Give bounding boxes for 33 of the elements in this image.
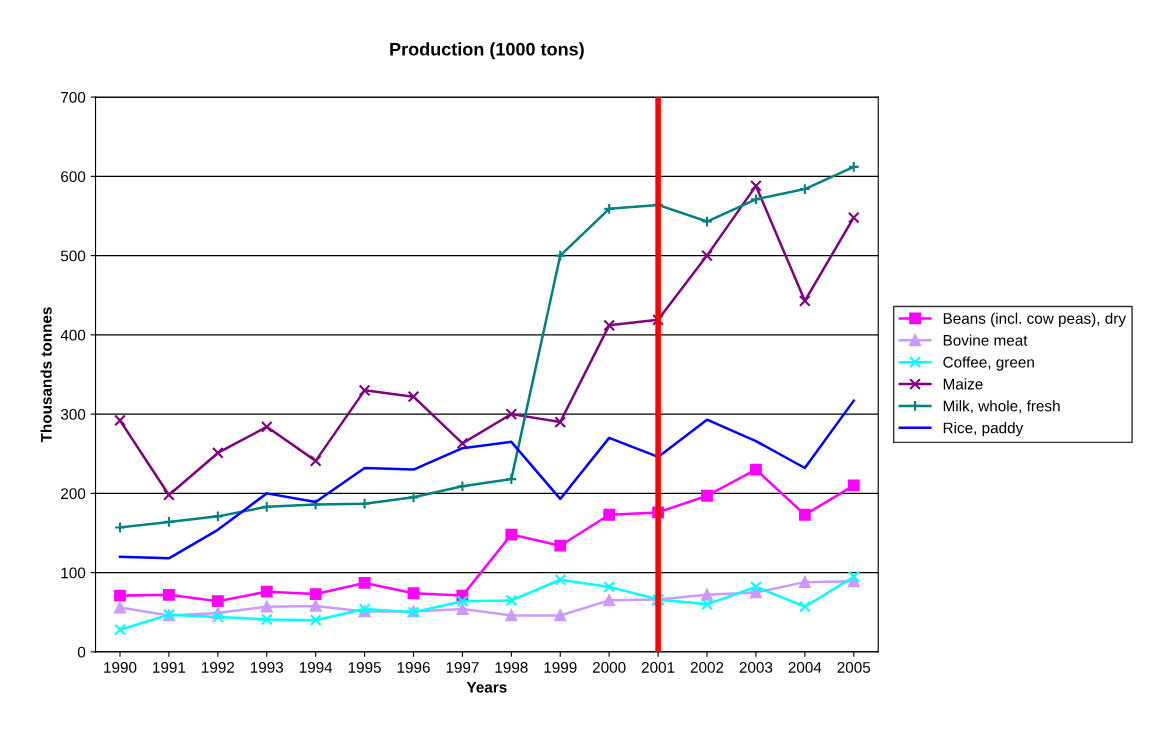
x-tick-label: 1991: [153, 662, 186, 673]
chart-title: Production (1000 tons): [390, 42, 584, 60]
y-axis-title: Thousands tonnes: [40, 307, 52, 443]
x-tick-label: 2002: [690, 662, 724, 673]
y-tick-label: 400: [60, 329, 86, 341]
x-tick-label: 2003: [739, 662, 773, 673]
y-tick-label: 500: [60, 250, 86, 262]
y-tick-label: 0: [77, 646, 86, 658]
x-tick-label: 2001: [641, 662, 675, 673]
legend-label: Beans (incl. cow peas), dry: [943, 312, 1126, 327]
y-tick-label: 100: [61, 567, 86, 579]
x-tick-label: 1993: [250, 662, 284, 673]
x-tick-label: 1990: [104, 662, 137, 673]
x-tick-label: 1994: [299, 662, 333, 673]
x-tick-label: 1992: [202, 662, 235, 673]
y-tick-label: 200: [61, 488, 86, 500]
x-tick-label: 1997: [446, 662, 479, 673]
x-tick-label: 1996: [397, 662, 430, 673]
x-tick-label: 2005: [837, 662, 871, 673]
x-axis-title: Years: [466, 681, 507, 693]
x-tick-label: 1995: [348, 662, 381, 673]
legend-label: Milk, whole, fresh: [943, 400, 1060, 414]
legend-label: Maize: [943, 378, 983, 390]
legend-label: Rice, paddy: [943, 422, 1024, 437]
y-tick-label: 600: [61, 171, 86, 183]
x-tick-label: 1998: [495, 662, 528, 673]
x-tick-label: 1999: [544, 662, 577, 673]
y-tick-label: 700: [61, 91, 86, 103]
x-tick-label: 2004: [788, 662, 822, 673]
legend-label: Coffee, green: [943, 356, 1034, 371]
legend-label: Bovine meat: [943, 334, 1028, 346]
x-tick-label: 2000: [592, 662, 626, 673]
y-tick-label: 300: [60, 408, 86, 420]
